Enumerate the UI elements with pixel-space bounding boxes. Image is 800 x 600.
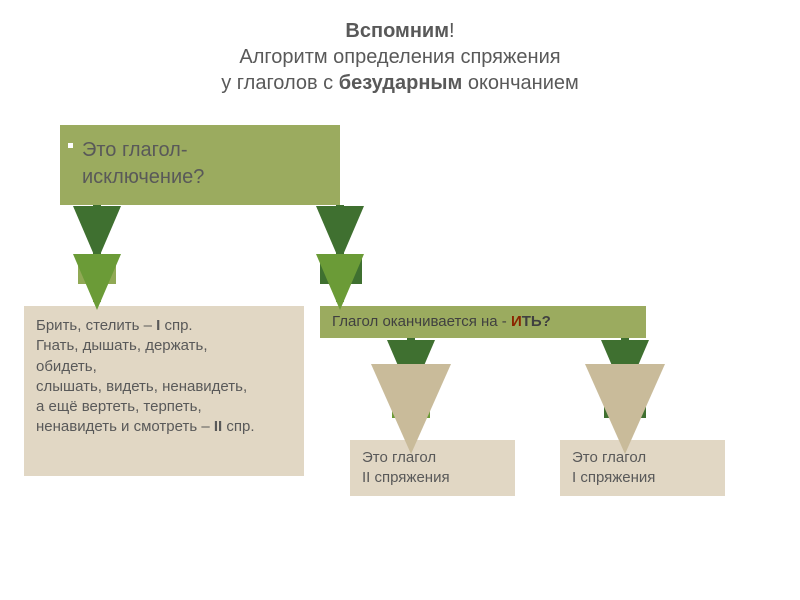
title-line2: Алгоритм определения спряжения [239, 46, 560, 68]
title-line1: Вспомним [345, 20, 449, 42]
bullet-icon [68, 143, 73, 148]
title-line3c: окончанием [462, 72, 578, 94]
title-line3b: безударным [339, 72, 463, 94]
no-1: нет [320, 258, 362, 284]
page-title: Вспомним! Алгоритм определения спряжения… [0, 0, 800, 106]
exception-list-box: Брить, стелить – I спр. Гнать, дышать, д… [24, 306, 304, 476]
question-box: Это глагол- исключение? [60, 125, 340, 205]
conclusion-i-box: Это глагол I спряжения [560, 440, 725, 496]
yes-2: да [392, 392, 430, 418]
question-l1: Это глагол- [82, 139, 188, 161]
ends-with-question-box: Глагол оканчивается на - ИТЬ? [320, 306, 646, 338]
question-l2: исключение? [82, 166, 204, 188]
title-line3a: у глаголов с [221, 72, 339, 94]
yes-1: да [78, 258, 116, 284]
conclusion-ii-box: Это глагол II спряжения [350, 440, 515, 496]
no-2: нет [604, 392, 646, 418]
